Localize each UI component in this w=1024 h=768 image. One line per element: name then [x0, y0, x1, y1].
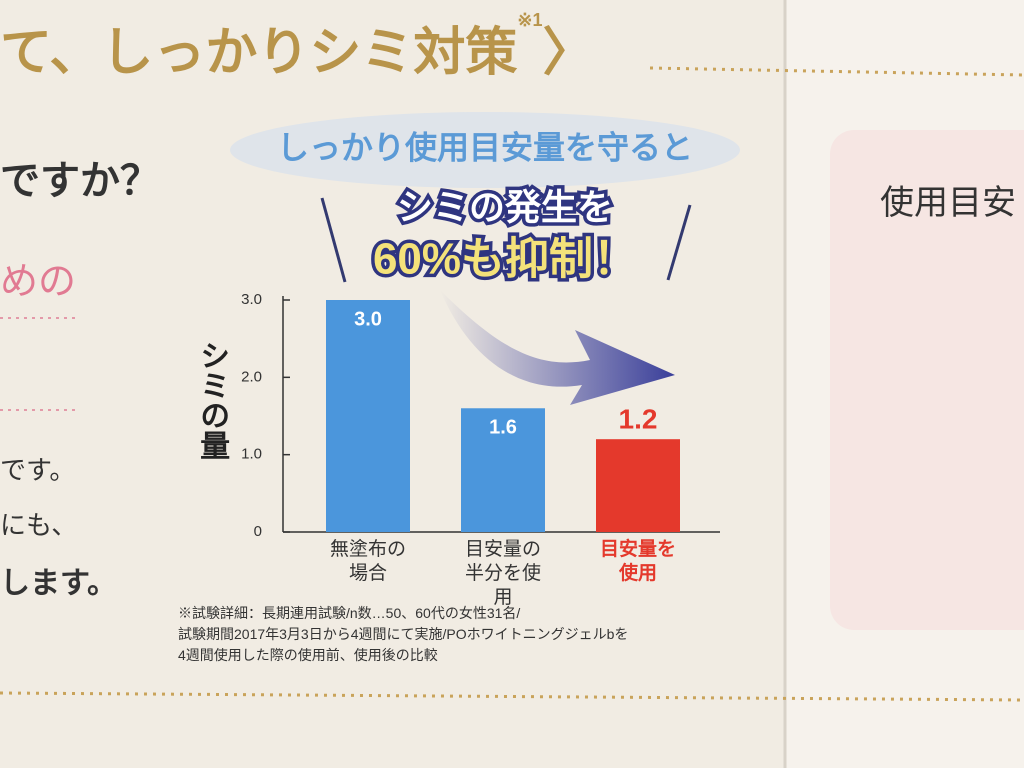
left-text: します。 — [0, 567, 117, 600]
footnote-line: ※試験詳細：長期連用試験/n数…50、60代の女性31名/ — [178, 605, 521, 621]
bar — [461, 408, 545, 532]
bar — [326, 300, 410, 532]
right-panel — [830, 130, 1024, 630]
y-tick-label: 1.0 — [241, 446, 262, 463]
footnote: ※試験詳細：長期連用試験/n数…50、60代の女性31名/試験期間2017年3月… — [178, 603, 628, 666]
heading: て、しっかりシミ対策※1〉 — [0, 10, 595, 85]
callout-bubble — [230, 112, 740, 188]
callout: しっかり使用目安量を守ると — [277, 129, 693, 165]
value-label: 1.2 — [619, 404, 658, 435]
value-label: 3.0 — [354, 308, 382, 330]
heading-bracket: 〉 — [542, 24, 595, 82]
footnote-line: 試験期間2017年3月3日から4週間にて実施/POホワイトニングジェルbを — [178, 626, 629, 642]
y-tick-label: 0 — [254, 523, 262, 540]
bar — [596, 439, 680, 532]
headline: 60%も抑制！ — [373, 235, 637, 284]
accent-line — [666, 204, 692, 281]
headline: シミの発生を — [397, 187, 613, 228]
y-axis-label: シミの量 — [195, 340, 230, 460]
left-text: ですか？ — [0, 159, 160, 203]
heading-note: ※1 — [517, 10, 543, 30]
accent-line — [320, 197, 347, 283]
x-tick-label: 目安量の半分を使用 — [465, 539, 542, 608]
x-tick-label: 無塗布の場合 — [330, 539, 407, 584]
y-tick-label: 2.0 — [241, 368, 262, 385]
x-tick-label: 目安量を使用 — [600, 539, 677, 584]
right-text: 使用目安 — [880, 184, 1016, 222]
value-label: 1.6 — [489, 417, 517, 439]
left-text: です。 — [0, 455, 76, 485]
left-text: にも、 — [0, 510, 78, 540]
y-tick-label: 3.0 — [241, 291, 262, 308]
footnote-line: 4週間使用した際の使用前、使用後の比較 — [178, 647, 438, 663]
arrow — [440, 290, 675, 405]
left-text: めの — [0, 261, 77, 303]
heading-text: て、しっかりシミ対策 — [0, 24, 518, 82]
